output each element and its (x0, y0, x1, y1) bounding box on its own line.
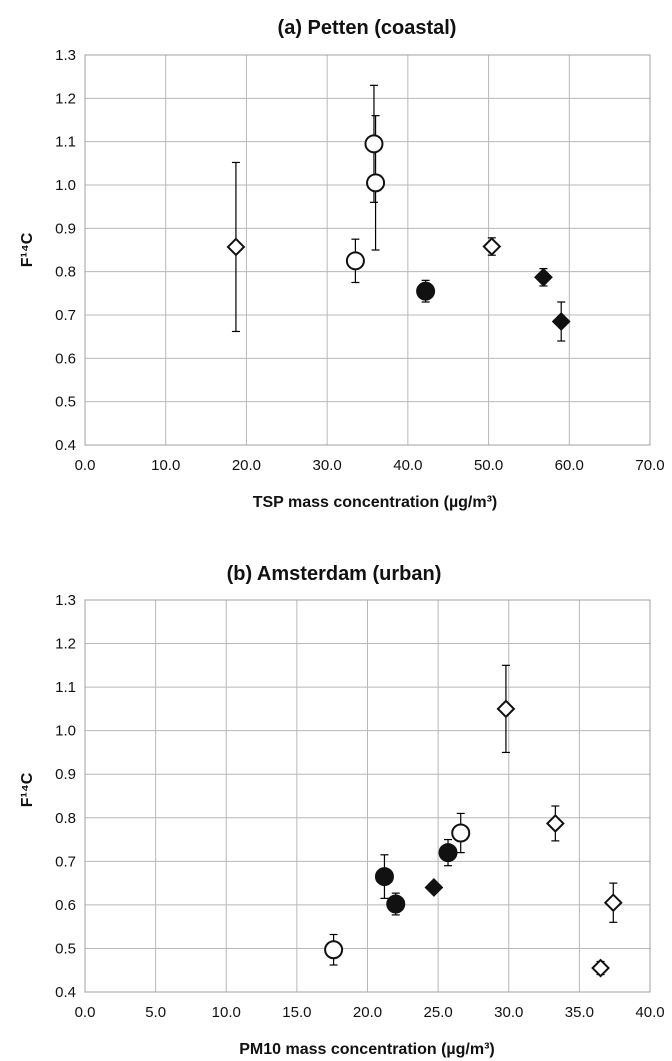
data-point-circle-open (345, 251, 365, 271)
data-points (226, 134, 571, 331)
y-tick-label: 1.3 (55, 47, 76, 64)
x-tick-label: 35.0 (565, 1004, 594, 1021)
data-point-diamond-filled (551, 312, 571, 331)
y-tick-label: 0.6 (55, 350, 76, 367)
x-tick-label: 60.0 (555, 457, 584, 474)
y-tick-label: 0.9 (55, 220, 76, 237)
y-tick-label: 0.6 (55, 897, 76, 914)
y-tick-label: 0.5 (55, 394, 76, 411)
x-axis-label: PM10 mass concentration (µg/m³) (239, 1041, 495, 1058)
x-tick-label: 0.0 (75, 1004, 96, 1021)
x-tick-label: 10.0 (212, 1004, 241, 1021)
data-point-diamond-open (591, 958, 610, 978)
x-tick-label: 10.0 (151, 457, 180, 474)
y-tick-label: 1.0 (55, 723, 76, 740)
y-axis-label: F¹⁴C (19, 232, 36, 267)
x-tick-label: 20.0 (232, 457, 261, 474)
data-point-diamond-open (603, 893, 623, 913)
y-tick-label: 0.7 (55, 307, 76, 324)
x-tick-label: 20.0 (353, 1004, 382, 1021)
y-tick-label: 1.2 (55, 636, 76, 653)
data-point-circle-open (364, 134, 384, 154)
data-point-circle-filled (416, 281, 436, 301)
y-tick-label: 1.0 (55, 177, 76, 194)
plot-frame (84, 599, 651, 993)
data-points (324, 699, 623, 978)
data-point-diamond-open (226, 237, 246, 257)
y-axis-label: F¹⁴C (19, 772, 36, 807)
y-tick-label: 0.7 (55, 853, 76, 870)
y-tick-label: 0.8 (55, 810, 76, 827)
x-tick-label: 40.0 (393, 457, 422, 474)
chart-title: (b) Amsterdam (urban) (227, 563, 442, 585)
x-tick-label: 70.0 (635, 457, 664, 474)
y-tick-label: 1.1 (55, 134, 76, 151)
y-tick-label: 0.8 (55, 264, 76, 281)
y-tick-label: 0.4 (55, 984, 76, 1001)
y-tick-label: 1.3 (55, 592, 76, 609)
data-point-circle-open (324, 940, 344, 960)
x-tick-label: 50.0 (474, 457, 503, 474)
x-tick-label: 30.0 (494, 1004, 523, 1021)
gridlines (84, 599, 651, 993)
data-point-diamond-open (545, 814, 565, 833)
x-tick-label: 40.0 (635, 1004, 664, 1021)
error-bars (329, 664, 618, 976)
gridlines (84, 54, 651, 446)
data-point-circle-open (366, 173, 386, 193)
y-tick-label: 0.9 (55, 766, 76, 783)
data-point-diamond-filled (534, 267, 553, 287)
x-tick-labels: 0.0 10.0 20.0 30.0 40.0 50.0 60.0 70.0 (75, 457, 665, 474)
x-tick-label: 30.0 (313, 457, 342, 474)
data-point-circle-open (451, 823, 471, 843)
data-point-diamond-filled (424, 878, 444, 897)
panel-b-amsterdam: (b) Amsterdam (urban) 0.0 5.0 10.0 15.0 20.0… (19, 563, 665, 1058)
y-tick-label: 0.4 (55, 437, 76, 454)
panel-a-petten: (a) Petten (coastal) 0.0 10.0 20.0 30.0 40.0… (19, 17, 665, 511)
data-point-diamond-open (496, 699, 516, 719)
x-tick-label: 5.0 (145, 1004, 166, 1021)
y-tick-label: 1.1 (55, 679, 76, 696)
y-tick-labels: 0.4 0.5 0.6 0.7 0.8 0.9 1.0 1.1 1.2 1.3 (55, 47, 76, 454)
data-point-diamond-open (482, 237, 502, 256)
plot-frame (84, 54, 651, 446)
y-tick-label: 0.5 (55, 940, 76, 957)
x-tick-label: 0.0 (75, 457, 96, 474)
y-tick-label: 1.2 (55, 90, 76, 107)
x-tick-label: 25.0 (424, 1004, 453, 1021)
data-point-circle-filled (386, 894, 406, 914)
x-tick-label: 15.0 (282, 1004, 311, 1021)
chart-title: (a) Petten (coastal) (278, 17, 457, 39)
data-point-circle-filled (374, 867, 394, 887)
error-bars (231, 84, 566, 342)
data-point-circle-filled (438, 843, 458, 863)
x-tick-labels: 0.0 5.0 10.0 15.0 20.0 25.0 30.0 35.0 40.0 (75, 1004, 665, 1021)
x-axis-label: TSP mass concentration (µg/m³) (253, 494, 498, 511)
y-tick-labels: 0.4 0.5 0.6 0.7 0.8 0.9 1.0 1.1 1.2 1.3 (55, 592, 76, 1001)
